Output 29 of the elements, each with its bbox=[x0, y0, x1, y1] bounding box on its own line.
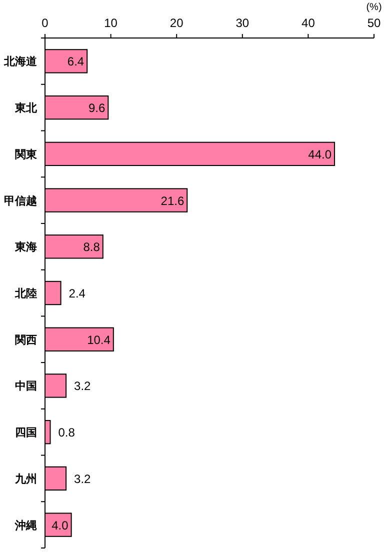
data-label: 4.0 bbox=[52, 518, 69, 532]
x-tick-label: 30 bbox=[236, 16, 250, 30]
data-label: 3.2 bbox=[74, 379, 92, 394]
y-tick-label: 関東 bbox=[15, 148, 38, 161]
x-tick-label: 10 bbox=[104, 16, 118, 30]
data-label: 10.4 bbox=[87, 332, 111, 347]
y-tick-label: 九州 bbox=[14, 472, 37, 486]
x-axis-title: (%) bbox=[366, 2, 382, 13]
y-tick-label: 関西 bbox=[15, 334, 37, 346]
data-label: 3.2 bbox=[74, 472, 92, 486]
x-tick-label: 50 bbox=[367, 16, 381, 30]
y-tick-label: 北海道 bbox=[3, 55, 38, 68]
x-tick-label: 40 bbox=[302, 16, 316, 30]
y-tick-label: 東海 bbox=[14, 240, 37, 254]
y-tick-label: 東北 bbox=[14, 102, 38, 115]
data-label: 2.4 bbox=[68, 286, 86, 300]
y-tick-label: 北陸 bbox=[14, 287, 37, 300]
data-label: 6.4 bbox=[67, 54, 84, 69]
data-label: 21.6 bbox=[160, 194, 184, 208]
y-tick-label: 四国 bbox=[15, 427, 37, 440]
y-tick-label: 甲信越 bbox=[4, 194, 37, 208]
x-tick-label: 20 bbox=[170, 16, 184, 30]
data-label: 9.6 bbox=[88, 101, 106, 116]
data-label: 8.8 bbox=[83, 240, 100, 254]
y-tick-label: 沖縄 bbox=[14, 518, 37, 532]
y-tick-label: 中国 bbox=[15, 380, 37, 393]
x-tick-label: 0 bbox=[42, 16, 49, 30]
data-label: 44.0 bbox=[308, 147, 332, 162]
data-label: 0.8 bbox=[58, 426, 76, 440]
